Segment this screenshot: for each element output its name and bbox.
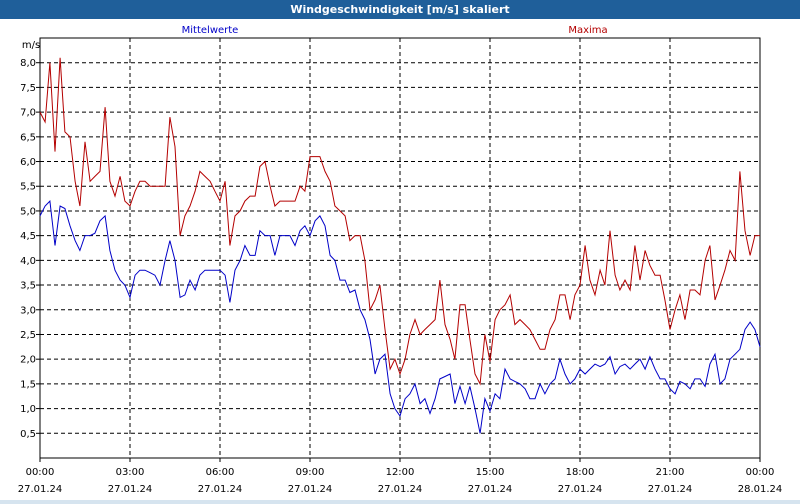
x-tick-date: 27.01.24 (468, 484, 513, 495)
y-tick-label: 6,5 (20, 132, 36, 143)
x-tick-date: 27.01.24 (288, 484, 333, 495)
y-tick-label: 1,0 (20, 404, 36, 415)
x-tick-time: 00:00 (746, 467, 775, 478)
x-tick-time: 15:00 (476, 467, 505, 478)
y-tick-label: 4,0 (20, 256, 36, 267)
chart-title: Windgeschwindigkeit [m/s] skaliert (290, 3, 510, 16)
x-tick-time: 12:00 (386, 467, 415, 478)
y-tick-label: 1,5 (20, 379, 36, 390)
line-chart: 0,5 1,0 1,5 2,0 2,5 3,0 3,5 4,0 4,5 5,0 5,5 6,0 6,5 7… (18, 25, 783, 495)
y-tick-label: 2,0 (20, 355, 36, 366)
x-tick-date: 27.01.24 (648, 484, 693, 495)
y-tick-label: 8,0 (20, 58, 36, 69)
y-tick-label: 4,5 (20, 231, 36, 242)
x-tick-time: 03:00 (116, 467, 145, 478)
y-tick-label: 3,0 (20, 305, 36, 316)
x-tick-date: 27.01.24 (108, 484, 153, 495)
x-tick-date: 27.01.24 (558, 484, 603, 495)
x-tick-time: 09:00 (296, 467, 325, 478)
y-axis-label: m/s (22, 40, 40, 51)
legend-maxima: Maxima (568, 25, 607, 36)
legend: Mittelwerte Maxima (182, 25, 608, 36)
x-tick-date: 27.01.24 (18, 484, 63, 495)
x-axis: 00:00 27.01.24 03:00 27.01.24 06:00 27.01.24 0… (18, 458, 783, 495)
y-tick-label: 2,5 (20, 330, 36, 341)
x-tick-time: 18:00 (566, 467, 595, 478)
x-tick-time: 21:00 (656, 467, 685, 478)
x-tick-time: 06:00 (206, 467, 235, 478)
y-tick-label: 7,0 (20, 108, 36, 119)
y-tick-label: 6,0 (20, 157, 36, 168)
y-axis: 0,5 1,0 1,5 2,0 2,5 3,0 3,5 4,0 4,5 5,0 5,5 6,0 6,5 7… (20, 58, 40, 440)
y-tick-label: 5,0 (20, 206, 36, 217)
y-tick-label: 5,5 (20, 182, 36, 193)
x-tick-date: 27.01.24 (198, 484, 243, 495)
x-tick-date: 27.01.24 (378, 484, 423, 495)
grid (40, 38, 760, 458)
legend-mittelwerte: Mittelwerte (182, 25, 239, 36)
series-lines (39, 57, 761, 434)
series-line-maxima (39, 57, 760, 386)
y-tick-label: 0,5 (20, 429, 36, 440)
y-tick-label: 7,5 (20, 83, 36, 94)
x-tick-time: 00:00 (26, 467, 55, 478)
series-line-mittelwerte (39, 200, 761, 434)
plot-panel: 0,5 1,0 1,5 2,0 2,5 3,0 3,5 4,0 4,5 5,0 5,5 6,0 6,5 7… (0, 19, 800, 500)
y-tick-label: 3,5 (20, 281, 36, 292)
chart-title-bar: Windgeschwindigkeit [m/s] skaliert (0, 0, 800, 19)
x-tick-date: 28.01.24 (738, 484, 783, 495)
